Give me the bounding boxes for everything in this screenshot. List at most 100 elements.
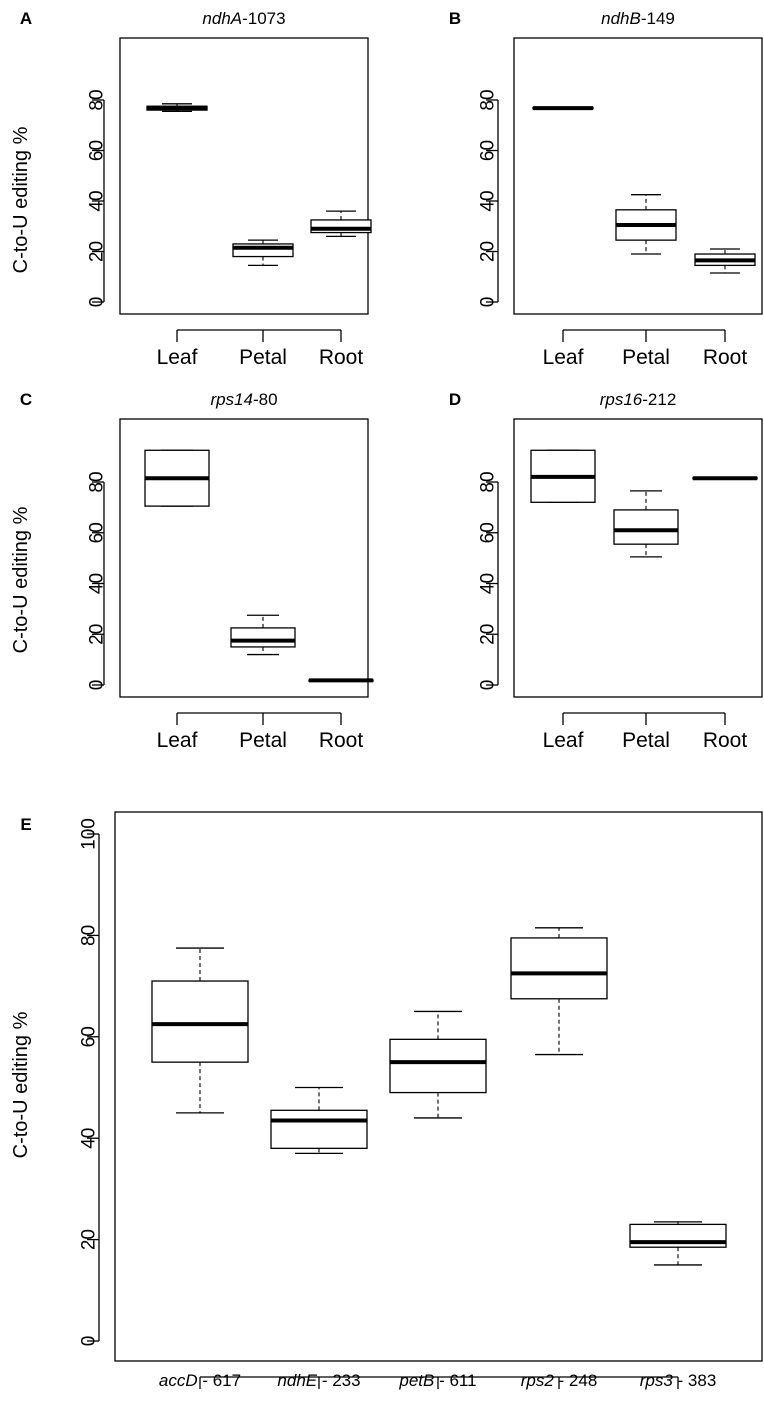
y-tick-label-c: 0 bbox=[87, 680, 108, 691]
x-tick-label-position: - 611 bbox=[434, 1371, 476, 1390]
x-tick-label-e: ndhE - 233 bbox=[277, 1371, 360, 1390]
y-tick-label-e: 0 bbox=[79, 1336, 100, 1347]
y-tick-label-e: 60 bbox=[79, 1026, 100, 1047]
plot-frame-d bbox=[513, 418, 763, 698]
panel-title-position: -1073 bbox=[242, 9, 285, 28]
y-axis-label-e: C-to-U editing % bbox=[10, 1011, 32, 1158]
x-tick-label-a: Root bbox=[319, 346, 364, 369]
y-tick-label-b: 60 bbox=[478, 140, 499, 161]
box-d-1 bbox=[530, 449, 596, 503]
y-tick-label-d: 20 bbox=[478, 624, 499, 645]
y-tick-label-d: 60 bbox=[478, 522, 499, 543]
box-a-2 bbox=[232, 239, 294, 267]
y-tick-label-c: 80 bbox=[87, 471, 108, 492]
panel-title-a: ndhA-1073 bbox=[202, 9, 285, 28]
y-tick-label-a: 0 bbox=[87, 297, 108, 308]
y-tick-label-d: 80 bbox=[478, 471, 499, 492]
y-tick-label-b: 80 bbox=[478, 89, 499, 110]
y-tick-label-e: 100 bbox=[79, 818, 100, 850]
x-tick-label-e: rps3 - 383 bbox=[640, 1371, 717, 1390]
y-tick-label-b: 40 bbox=[478, 190, 499, 211]
panel-title-gene: ndhA bbox=[202, 9, 242, 28]
x-tick-label-gene: petB bbox=[398, 1371, 434, 1390]
y-tick-label-a: 20 bbox=[87, 241, 108, 262]
y-tick-label-b: 0 bbox=[478, 297, 499, 308]
x-tick-label-d: Petal bbox=[622, 729, 670, 752]
y-tick-label-a: 60 bbox=[87, 140, 108, 161]
box-b-3 bbox=[694, 248, 756, 274]
panel-letter-b: B bbox=[449, 9, 461, 28]
y-axis-label-c: C-to-U editing % bbox=[10, 506, 32, 653]
panel-title-c: rps14-80 bbox=[210, 390, 277, 409]
box-iqr bbox=[270, 1109, 368, 1149]
box-b-1 bbox=[532, 106, 594, 111]
plot-frame-e bbox=[114, 811, 763, 1362]
box-iqr bbox=[389, 1038, 487, 1094]
x-tick-label-position: - 233 bbox=[317, 1371, 360, 1390]
box-e-4 bbox=[510, 927, 608, 1056]
x-tick-label-gene: rps2 bbox=[521, 1371, 555, 1390]
x-tick-label-c: Root bbox=[319, 729, 364, 752]
panel-title-gene: rps16 bbox=[600, 390, 643, 409]
box-iqr bbox=[151, 980, 249, 1063]
x-tick-label-e: rps2 - 248 bbox=[521, 1371, 598, 1390]
y-tick-label-a: 80 bbox=[87, 89, 108, 110]
panel-letter-e: E bbox=[20, 815, 31, 834]
y-tick-label-b: 20 bbox=[478, 241, 499, 262]
box-c-1 bbox=[144, 449, 210, 507]
x-tick-label-e: accD - 617 bbox=[159, 1371, 241, 1390]
panel-title-position: -80 bbox=[253, 390, 278, 409]
box-d-2 bbox=[613, 490, 679, 558]
y-tick-label-e: 40 bbox=[79, 1128, 100, 1149]
panel-letter-a: A bbox=[20, 9, 32, 28]
x-tick-label-position: - 383 bbox=[673, 1371, 716, 1390]
panel-title-gene: ndhB bbox=[601, 9, 641, 28]
y-tick-label-d: 40 bbox=[478, 573, 499, 594]
plot-frame-a bbox=[119, 37, 369, 315]
x-tick-label-c: Petal bbox=[239, 729, 287, 752]
box-c-2 bbox=[230, 614, 296, 656]
panel-title-position: -212 bbox=[642, 390, 676, 409]
x-tick-label-gene: rps3 bbox=[640, 1371, 674, 1390]
x-tick-label-d: Leaf bbox=[543, 729, 584, 752]
panel-letter-d: D bbox=[449, 390, 461, 409]
x-tick-label-d: Root bbox=[703, 729, 748, 752]
panel-title-d: rps16-212 bbox=[600, 390, 677, 409]
y-tick-label-a: 40 bbox=[87, 190, 108, 211]
x-tick-label-gene: ndhE bbox=[277, 1371, 317, 1390]
box-a-3 bbox=[310, 210, 372, 238]
x-tick-label-position: - 617 bbox=[198, 1371, 241, 1390]
panel-title-gene: rps14 bbox=[210, 390, 253, 409]
panel-title-b: ndhB-149 bbox=[601, 9, 675, 28]
box-b-2 bbox=[615, 194, 677, 255]
y-tick-label-c: 40 bbox=[87, 573, 108, 594]
x-tick-label-position: - 248 bbox=[554, 1371, 597, 1390]
box-d-3 bbox=[692, 476, 758, 481]
plot-frame-c bbox=[119, 418, 369, 698]
x-tick-label-gene: accD bbox=[159, 1371, 198, 1390]
box-iqr bbox=[613, 509, 679, 545]
x-tick-label-b: Leaf bbox=[543, 346, 584, 369]
box-e-1 bbox=[151, 947, 249, 1114]
box-e-2 bbox=[270, 1086, 368, 1155]
box-a-1 bbox=[146, 103, 208, 113]
box-e-3 bbox=[389, 1010, 487, 1119]
x-tick-label-b: Petal bbox=[622, 346, 670, 369]
box-iqr bbox=[510, 937, 608, 1000]
panel-e: E C-to-U editing % 0 20 40 60 80 100 accD - 617 n… bbox=[10, 811, 763, 1390]
plot-frame-b bbox=[513, 37, 763, 315]
y-tick-label-e: 80 bbox=[79, 925, 100, 946]
panel-letter-c: C bbox=[20, 390, 32, 409]
y-tick-label-c: 20 bbox=[87, 624, 108, 645]
y-tick-label-e: 20 bbox=[79, 1229, 100, 1250]
x-tick-label-e: petB - 611 bbox=[398, 1371, 476, 1390]
box-iqr bbox=[230, 627, 296, 648]
box-e-5 bbox=[629, 1221, 727, 1266]
x-tick-label-b: Root bbox=[703, 346, 748, 369]
panel-title-position: -149 bbox=[641, 9, 675, 28]
